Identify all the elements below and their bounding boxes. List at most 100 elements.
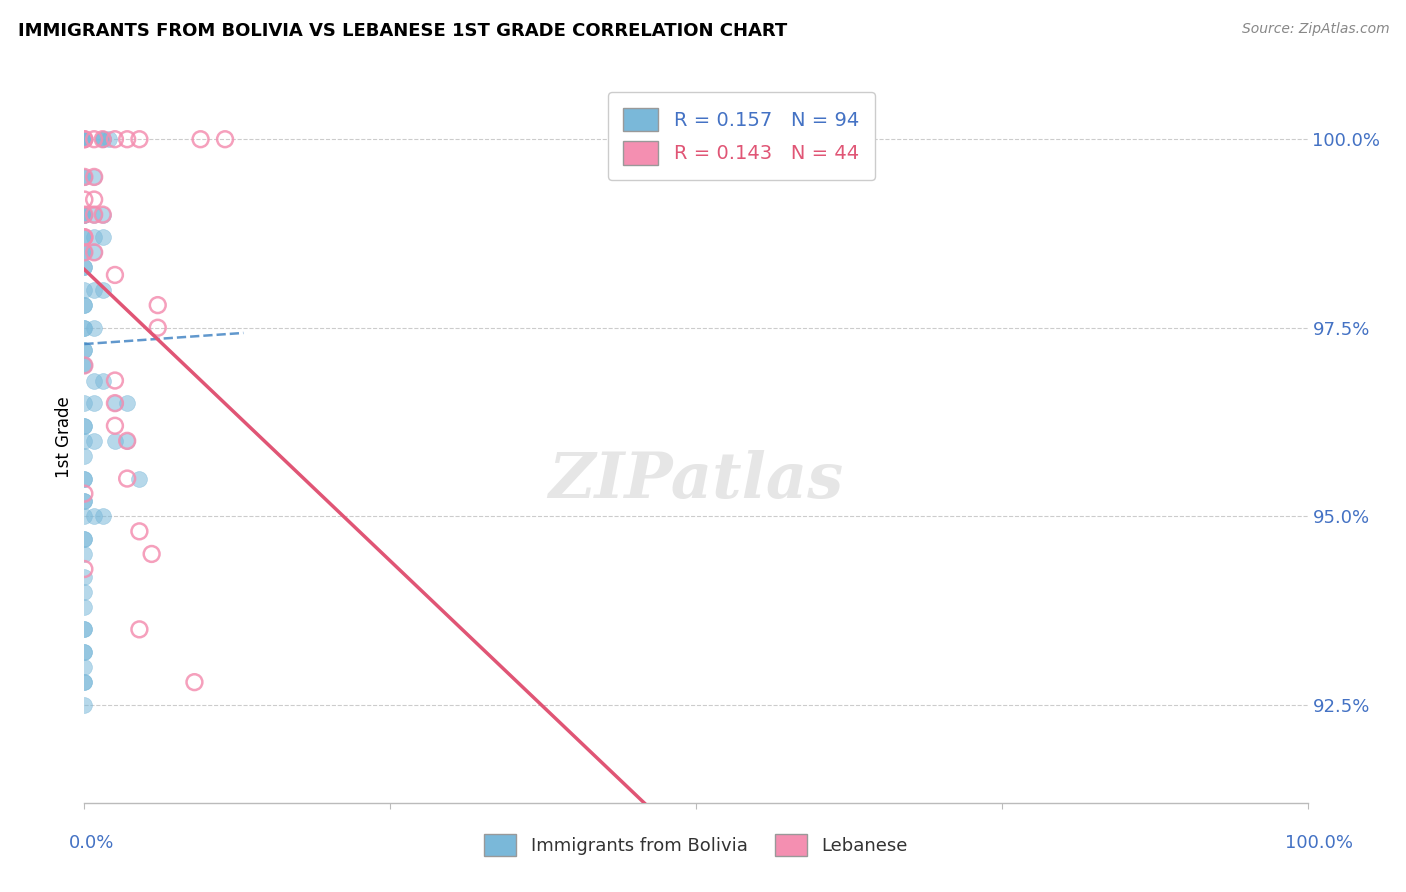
Point (83, 396, 105, 410)
Text: IMMIGRANTS FROM BOLIVIA VS LEBANESE 1ST GRADE CORRELATION CHART: IMMIGRANTS FROM BOLIVIA VS LEBANESE 1ST … (18, 22, 787, 40)
Point (73, 532, 96, 546)
Y-axis label: 1st Grade: 1st Grade (55, 396, 73, 478)
Point (73, 434, 96, 448)
Point (83, 169, 105, 184)
Point (73, 132, 96, 146)
Point (73, 623, 96, 637)
Text: 100.0%: 100.0% (1285, 834, 1353, 852)
Point (73, 320, 96, 334)
Point (73, 193, 96, 207)
Point (83, 245, 105, 260)
Point (91, 132, 114, 146)
Point (104, 374, 127, 388)
Point (83, 374, 105, 388)
Point (73, 283, 96, 297)
Point (115, 434, 138, 448)
Point (115, 396, 138, 410)
Point (214, 132, 236, 146)
Point (73, 132, 96, 146)
Point (73, 132, 96, 146)
Point (73, 298, 96, 312)
Point (115, 132, 138, 146)
Point (73, 132, 96, 146)
Point (91, 132, 114, 146)
Point (73, 343, 96, 358)
Point (83, 208, 105, 222)
Point (73, 208, 96, 222)
Point (115, 471, 138, 485)
Point (83, 132, 105, 146)
Point (115, 434, 138, 448)
Point (73, 132, 96, 146)
Point (146, 298, 169, 312)
Text: Source: ZipAtlas.com: Source: ZipAtlas.com (1241, 22, 1389, 37)
Point (73, 320, 96, 334)
Point (73, 599, 96, 614)
Point (104, 396, 127, 410)
Point (73, 132, 96, 146)
Point (104, 132, 127, 146)
Point (91, 230, 114, 244)
Point (83, 283, 105, 297)
Point (73, 418, 96, 433)
Point (83, 245, 105, 260)
Point (104, 434, 127, 448)
Point (91, 208, 114, 222)
Point (73, 208, 96, 222)
Point (73, 132, 96, 146)
Point (73, 486, 96, 500)
Point (73, 532, 96, 546)
Point (83, 320, 105, 334)
Point (128, 471, 150, 485)
Point (83, 230, 105, 244)
Point (73, 132, 96, 146)
Point (91, 509, 114, 524)
Point (73, 208, 96, 222)
Point (73, 132, 96, 146)
Point (73, 245, 96, 260)
Point (91, 208, 114, 222)
Point (73, 132, 96, 146)
Point (83, 208, 105, 222)
Point (73, 132, 96, 146)
Point (73, 547, 96, 561)
Text: ZIPatlas: ZIPatlas (548, 450, 844, 512)
Point (73, 260, 96, 275)
Legend: Immigrants from Bolivia, Lebanese: Immigrants from Bolivia, Lebanese (477, 827, 915, 863)
Point (73, 494, 96, 508)
Point (73, 396, 96, 410)
Point (183, 675, 205, 690)
Point (73, 230, 96, 244)
Point (91, 283, 114, 297)
Point (73, 169, 96, 184)
Point (73, 645, 96, 659)
Point (128, 524, 150, 539)
Point (73, 343, 96, 358)
Point (73, 494, 96, 508)
Point (73, 132, 96, 146)
Point (83, 509, 105, 524)
Point (73, 623, 96, 637)
Point (83, 434, 105, 448)
Point (73, 359, 96, 373)
Point (73, 245, 96, 260)
Point (73, 260, 96, 275)
Point (73, 230, 96, 244)
Point (73, 169, 96, 184)
Point (73, 471, 96, 485)
Point (73, 132, 96, 146)
Text: 0.0%: 0.0% (69, 834, 114, 852)
Point (73, 698, 96, 712)
Point (73, 230, 96, 244)
Point (73, 675, 96, 690)
Point (73, 245, 96, 260)
Point (73, 169, 96, 184)
Point (128, 623, 150, 637)
Point (73, 562, 96, 576)
Point (73, 675, 96, 690)
Point (73, 359, 96, 373)
Point (128, 132, 150, 146)
Point (104, 418, 127, 433)
Point (91, 132, 114, 146)
Point (83, 193, 105, 207)
